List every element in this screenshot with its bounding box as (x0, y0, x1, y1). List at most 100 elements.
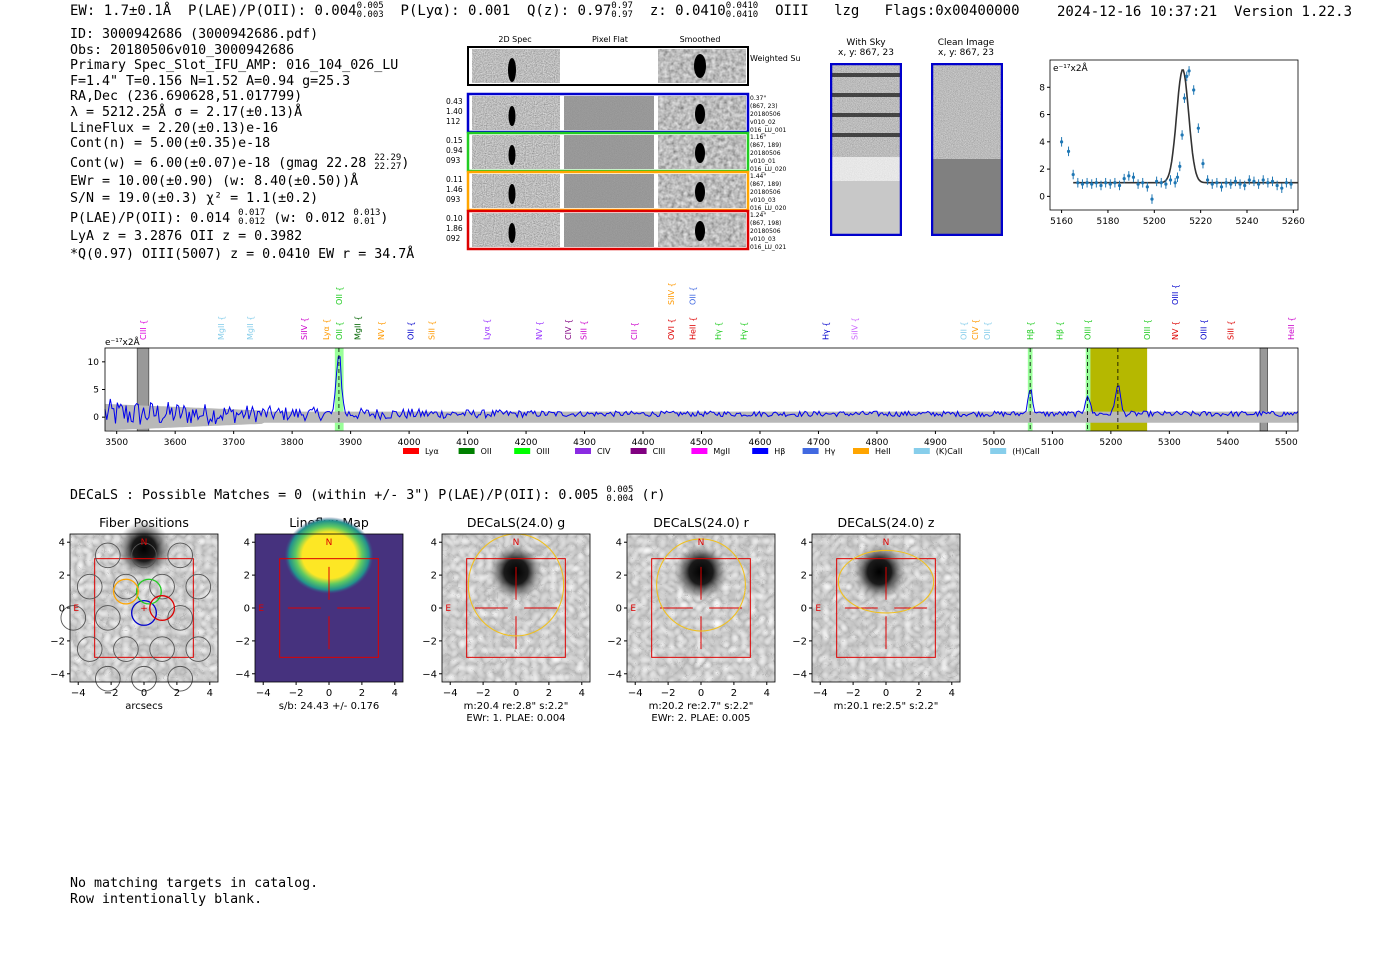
cutout-right-label: 016_LU_020 (750, 166, 787, 173)
fiber-circle (167, 665, 193, 692)
decals-summary: DECaLS : Possible Matches = 0 (within +/… (70, 486, 666, 504)
fiber-circle (149, 573, 175, 600)
cutout-right-label: 20180506 (750, 189, 781, 196)
with-sky-title: With Sky x, y: 867, 23 (832, 38, 900, 58)
header-plae-lo: 0.003 (356, 10, 384, 20)
spectrum-legend-item: CIII (630, 447, 665, 456)
spectrum-highlight-band (334, 348, 344, 431)
with-sky-frame (830, 63, 902, 236)
decals-ytick-label: −2 (235, 636, 250, 647)
with-sky-empty (832, 181, 900, 234)
zoom-point-marker (1136, 182, 1140, 186)
sky-stripe (832, 133, 900, 137)
fiber-circle (76, 636, 103, 662)
zoom-data-point (1210, 179, 1214, 189)
decals-xtick-label: −4 (443, 688, 458, 699)
decals-ytick-label: 4 (431, 538, 437, 549)
header-timestamp: 2024-12-16 10:37:21 (1057, 4, 1218, 20)
zoom-point-marker (1090, 182, 1094, 186)
zoom-data-point (1145, 182, 1149, 192)
info-contw-hi: 22.29 (374, 152, 402, 163)
zoom-point-marker (1229, 182, 1233, 186)
info-fwhm: F=1.4" T=0.156 N=1.52 A=0.94 g=25.3 (70, 73, 351, 89)
decals-panels: Fiber Positions+NE−4−4−2−2002244arcsecsL… (50, 515, 961, 724)
decals-panel-caption: m:20.2 re:2.7" s:2.2" (649, 701, 754, 712)
zoom-data-point (1104, 177, 1108, 188)
fiber-circle (185, 636, 212, 662)
zoom-axes-frame (1049, 59, 1299, 211)
spectrum-line-label: SiIV { (667, 282, 676, 305)
weighted-sum-row: Weighted Sum (467, 46, 800, 86)
header-line: OIII (775, 3, 809, 19)
decals-xtick-label: 0 (141, 688, 147, 699)
zoom-point-marker (1192, 88, 1196, 92)
fiber-circle (131, 542, 157, 569)
zoom-point-marker (1247, 178, 1251, 182)
fiber-cutouts: 2D Spec Pixel Flat Smoothed Weighted Sum… (446, 35, 800, 251)
clean-empty (933, 159, 1001, 234)
zoom-data-point (1289, 179, 1293, 189)
weighted-smooth-spot (694, 54, 706, 78)
spectrum-legend-swatch (913, 448, 930, 454)
decals-ytick-label: 2 (801, 571, 807, 582)
info-plae-hi: 0.017 (238, 207, 266, 218)
info-q: *Q(0.97) OIII(5007) z = 0.0410 EW r = 34… (70, 246, 415, 262)
zoom-point-marker (1215, 181, 1219, 185)
zoom-xtick-label: 5160 (1050, 217, 1073, 227)
compass-east: E (445, 604, 451, 614)
compass-east: E (258, 604, 264, 614)
header-version: Version 1.22.3 (1234, 4, 1353, 20)
zoom-point-marker (1238, 182, 1242, 186)
spectrum-line-label: OII { (406, 321, 415, 340)
spectrum-legend-swatch (575, 448, 591, 454)
zoom-data-point (1117, 180, 1122, 191)
zoom-data-point (1180, 130, 1184, 140)
decals-xtick-label: 4 (207, 688, 213, 699)
spectrum-legend-label: OII (481, 447, 492, 456)
decals-ytick-label: 2 (59, 571, 65, 582)
spectrum-legend-label: (H)CaII (1012, 447, 1039, 456)
spectrum-xtick-label: 4200 (515, 438, 538, 448)
header-lzg: lzg (834, 3, 860, 19)
full-spectrum-chart: 3500 3600 3700 3800 3900 4000 4100 4200 4300 4400… (88, 282, 1299, 456)
zoom-point-marker (1187, 69, 1191, 73)
spectrum-legend-item: (K)CaII (913, 447, 963, 456)
decals-panel-caption: m:20.4 re:2.8" s:2.2" (464, 701, 569, 712)
spectrum-xtick-label: 4300 (573, 438, 596, 448)
spectrum-legend-label: HeII (875, 447, 891, 456)
spectrum-legend-swatch (403, 448, 419, 454)
spectrum-legend-label: Hβ (774, 447, 785, 456)
zoom-data-point (1270, 176, 1275, 187)
zoom-data-point (1238, 179, 1242, 189)
zoom-ytick-label: 0 (1039, 192, 1045, 202)
with-sky-xy: x, y: 867, 23 (838, 48, 894, 58)
cutout-right-label: 0.37" (750, 95, 766, 102)
cutout-2d-spec (472, 135, 560, 169)
zoom-point-marker (1206, 178, 1210, 182)
spectrum-line-label: SiIV { (300, 317, 309, 340)
with-sky-stripes (832, 73, 900, 137)
zoom-point-marker (1104, 181, 1108, 185)
spectrum-legend-label: CIV (597, 447, 611, 456)
clean-image-label: Clean Image (937, 38, 995, 48)
cutout-2d-spot (508, 184, 516, 204)
zoom-point-marker (1252, 179, 1256, 183)
cutout-2d-spec (472, 213, 560, 247)
decals-source-blob (117, 520, 171, 577)
decals-ytick-label: −4 (607, 669, 622, 680)
cutout-right-label: v010_02 (750, 119, 776, 126)
zoom-data-point (1196, 123, 1200, 133)
header-plya: P(Lyα): 0.001 (400, 3, 511, 19)
fiber-circle (131, 665, 157, 692)
header-ew: EW: 1.7±0.1Å (70, 3, 172, 19)
decals-panel-caption-2: EWr: 2. PLAE: 0.005 (651, 713, 750, 724)
zoom-data-point (1252, 176, 1256, 187)
zoom-point-marker (1117, 183, 1122, 188)
compass-north: N (883, 538, 890, 548)
zoom-data-point (1182, 93, 1187, 103)
zoom-data-point (1233, 176, 1238, 187)
info-plae-w-hi: 0.013 (353, 207, 381, 218)
cutout-left-label: 1.40 (446, 107, 463, 116)
spectrum-legend-swatch (458, 448, 475, 454)
